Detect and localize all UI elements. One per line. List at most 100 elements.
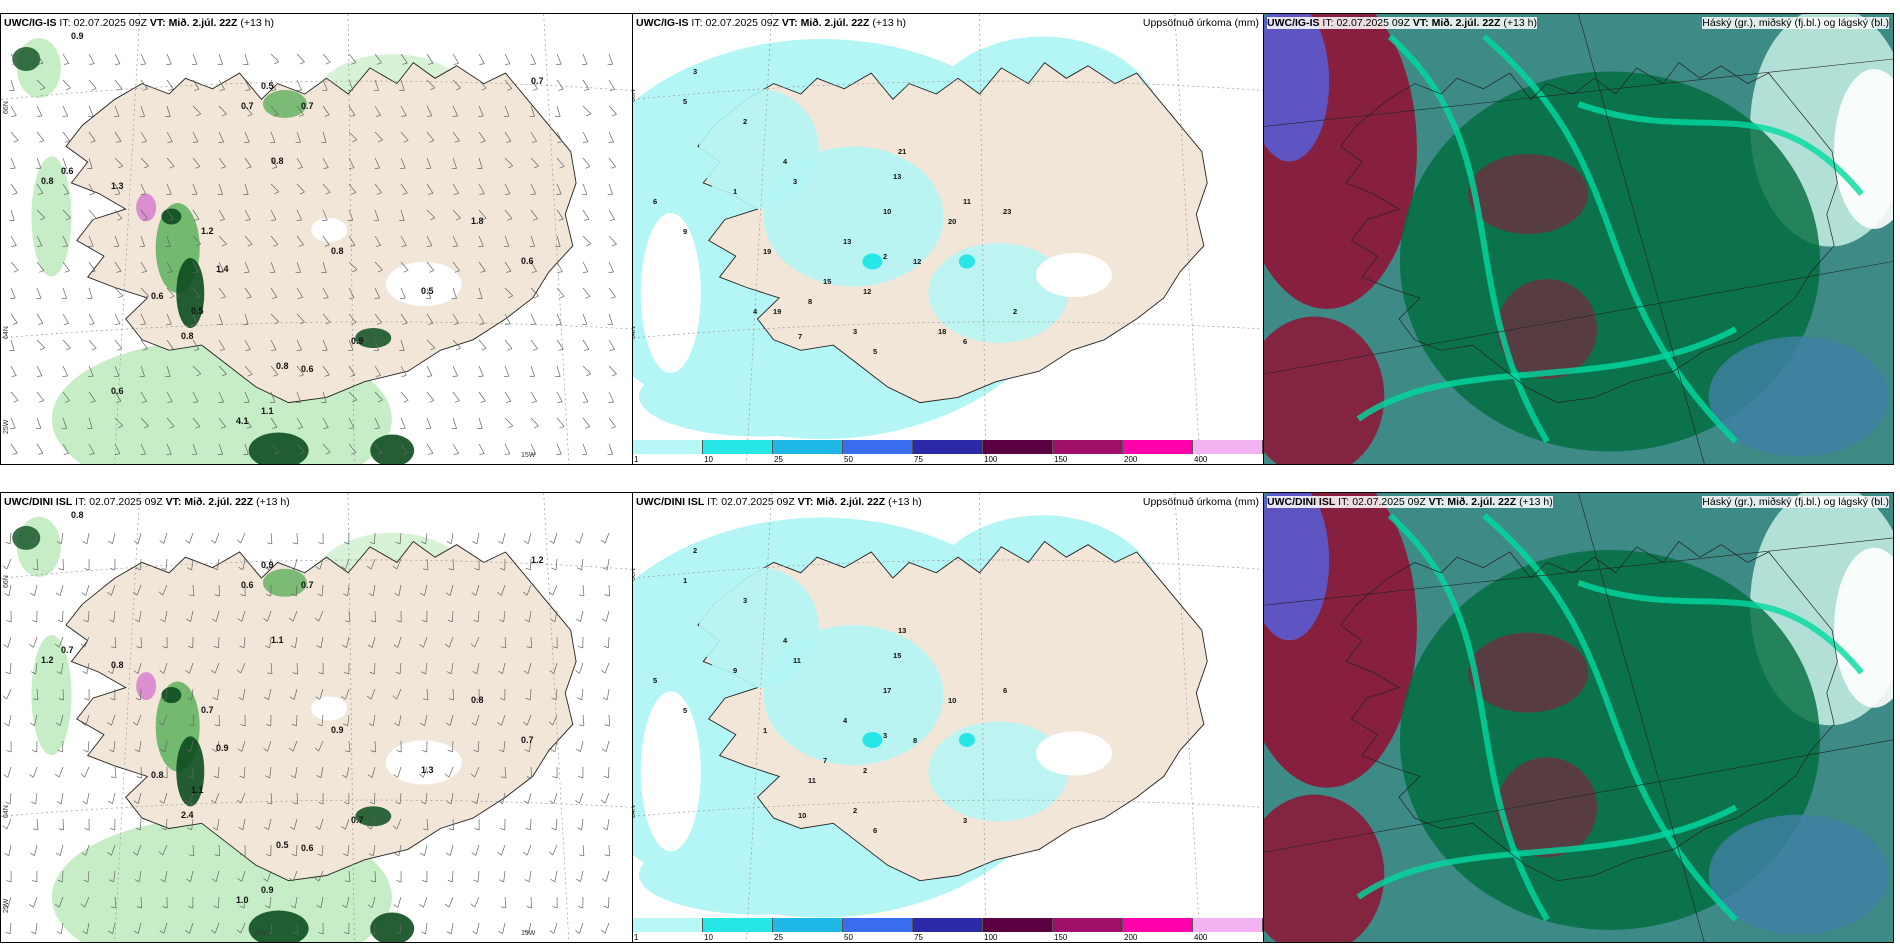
wind-barb-flag xyxy=(525,567,531,571)
wind-barb xyxy=(190,870,194,882)
lon-label-15w: 15W xyxy=(521,452,536,459)
wind-barb xyxy=(36,688,39,700)
wind-barb xyxy=(243,896,246,908)
wind-barb xyxy=(218,105,227,115)
wind-barb xyxy=(164,740,168,752)
wind-barb-flag xyxy=(292,802,298,805)
wind-barb xyxy=(400,287,406,299)
wind-barb-flag xyxy=(507,88,513,91)
wind-barb-flag xyxy=(239,905,245,909)
wind-barb-flag xyxy=(350,114,356,117)
wind-barb xyxy=(374,532,376,545)
wind-barb xyxy=(425,922,428,934)
wind-barb-flag xyxy=(56,541,62,545)
wind-barb xyxy=(399,792,402,804)
wind-barb-flag xyxy=(342,904,347,909)
panel-wind-precip-igis: UWC/IG-IS IT: 02.07.2025 09Z VT: Mið. 2.… xyxy=(0,13,633,465)
wind-barb xyxy=(582,365,592,375)
wind-barb xyxy=(10,391,19,401)
wind-barb-flag xyxy=(218,271,224,273)
wind-barb-flag xyxy=(392,825,397,830)
wind-barb xyxy=(425,662,428,674)
wind-barb xyxy=(374,209,379,221)
wind-barb xyxy=(322,53,331,63)
panel-clouds-dini: UWC/DINI ISL IT: 02.07.2025 09Z VT: Mið.… xyxy=(1263,492,1894,943)
wind-barb-flag xyxy=(3,644,8,648)
wind-barb xyxy=(608,365,617,375)
lat-line-66 xyxy=(1,80,632,100)
wind-barb xyxy=(580,870,584,882)
wind-barb-flag xyxy=(448,828,454,831)
wind-barb xyxy=(528,610,532,622)
wind-barb-flag xyxy=(396,620,402,623)
wind-barb-flag xyxy=(342,774,347,779)
wind-barb xyxy=(270,922,273,934)
wind-barb-flag xyxy=(575,930,580,934)
wind-barb xyxy=(530,313,536,325)
wind-barb-flag xyxy=(133,540,139,544)
wind-barb xyxy=(426,443,434,454)
wind-barb-flag xyxy=(402,62,408,65)
wind-barb xyxy=(348,391,358,401)
mid-cloud-bands xyxy=(1356,513,1864,922)
wind-barb-flag xyxy=(142,348,148,351)
colorbar-tick: 400 xyxy=(1194,933,1208,942)
wind-barb xyxy=(138,610,142,622)
wind-barb-flag xyxy=(291,723,297,727)
wind-barb xyxy=(140,53,146,65)
wind-barb-flag xyxy=(586,113,591,117)
wind-barb-flag xyxy=(196,243,201,247)
wind-barb xyxy=(478,339,487,349)
value-label: 11 xyxy=(793,656,801,665)
wind-barb-flag xyxy=(501,906,507,909)
wind-barb-flag xyxy=(4,853,10,857)
wind-barb xyxy=(504,53,511,64)
wind-barb xyxy=(140,183,146,195)
wind-barb-flag xyxy=(40,347,45,351)
wind-barb-flag xyxy=(108,670,113,675)
wind-barb-flag xyxy=(479,193,485,195)
wind-barb xyxy=(554,870,558,882)
wind-barb xyxy=(322,183,331,193)
low-cloud xyxy=(1264,794,1385,942)
wind-barb xyxy=(348,313,357,323)
wind-barb-flag xyxy=(343,801,349,805)
wind-barb-flag xyxy=(240,854,246,857)
wind-barb-flag xyxy=(299,451,305,455)
wind-barb-flag xyxy=(80,773,85,778)
wind-barb-flag xyxy=(504,323,511,325)
wind-barb-flag xyxy=(109,697,115,701)
wind-barb xyxy=(556,365,561,377)
wind-barb xyxy=(530,131,537,142)
wind-barb-flag xyxy=(549,670,554,674)
wind-barb xyxy=(582,105,592,115)
wind-barb-flag xyxy=(89,193,95,195)
wind-barb-flag xyxy=(507,348,513,351)
wind-barb-flag xyxy=(575,670,580,674)
wind-barb-flag xyxy=(602,567,608,571)
wind-barb xyxy=(189,662,194,674)
wind-barb xyxy=(218,391,224,403)
wind-barb xyxy=(36,105,43,116)
wind-barb-flag xyxy=(135,567,141,571)
wind-barb xyxy=(608,844,610,857)
wind-barb xyxy=(452,339,461,349)
wind-barb-flag xyxy=(210,799,216,804)
wind-barb-flag xyxy=(375,115,381,117)
wind-barb-flag xyxy=(366,565,372,570)
wind-barb xyxy=(114,896,117,908)
wind-barb xyxy=(450,922,454,934)
wind-barb xyxy=(608,584,610,597)
value-label: 6 xyxy=(873,826,877,835)
wind-barb-flag xyxy=(31,749,37,753)
wind-barb xyxy=(400,157,406,169)
wind-barb-flag xyxy=(499,619,504,623)
glacier xyxy=(1036,731,1112,776)
wind-barb xyxy=(608,417,616,427)
wind-barb xyxy=(426,209,436,219)
wind-barb xyxy=(374,662,376,675)
wind-barb-flag xyxy=(213,775,219,779)
wind-barb-flag xyxy=(351,192,357,195)
wind-barb-flag xyxy=(84,828,90,831)
precip-intense xyxy=(136,672,157,701)
